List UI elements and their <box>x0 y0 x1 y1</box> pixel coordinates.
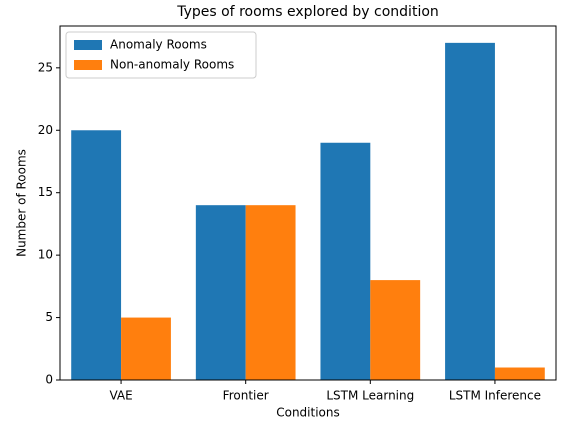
bar <box>494 367 545 380</box>
legend-label: Anomaly Rooms <box>110 38 207 52</box>
bar <box>71 130 122 380</box>
legend-label: Non-anomaly Rooms <box>110 58 234 72</box>
y-tick-label: 0 <box>45 373 53 387</box>
legend-box <box>65 31 257 79</box>
y-tick-label: 10 <box>38 248 53 262</box>
bar <box>195 205 246 380</box>
bar <box>320 142 371 380</box>
y-tick-label: 20 <box>38 123 53 137</box>
legend-swatch <box>74 60 102 70</box>
bar <box>370 280 421 380</box>
bar <box>445 42 495 380</box>
y-axis-label: Number of Rooms <box>15 149 29 257</box>
chart-title: Types of rooms explored by condition <box>176 4 439 20</box>
x-axis-label: Conditions <box>276 406 340 420</box>
x-tick-label: LSTM Learning <box>326 389 414 403</box>
x-tick-label: Frontier <box>223 389 269 403</box>
y-tick-label: 15 <box>38 185 53 199</box>
plot-frame <box>59 25 557 381</box>
legend-swatch <box>74 40 102 50</box>
y-tick-label: 5 <box>45 310 53 324</box>
bar <box>121 317 171 380</box>
x-tick-label: LSTM Inference <box>449 389 541 403</box>
bar <box>245 205 296 380</box>
y-tick-label: 25 <box>38 60 53 74</box>
x-tick-label: VAE <box>109 389 132 403</box>
